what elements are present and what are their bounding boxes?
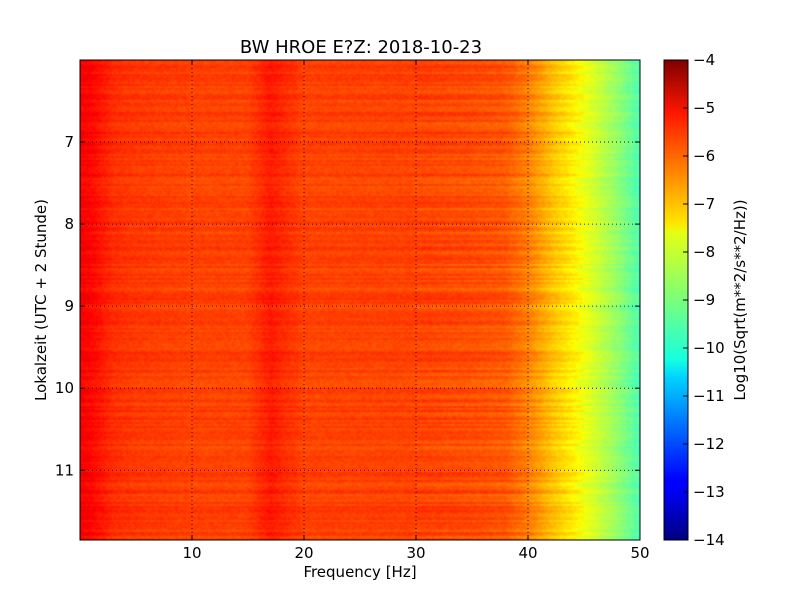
colorbar-tick-label: −12 <box>693 435 725 453</box>
colorbar-label: Log10(Sqrt(m**2/s**2/Hz)) <box>731 199 749 400</box>
y-tick-label: 11 <box>55 461 74 479</box>
x-tick-label: 40 <box>518 544 537 562</box>
spectrogram-image <box>80 60 640 540</box>
x-tick-label: 10 <box>182 544 201 562</box>
spectrogram-heatmap <box>80 60 640 540</box>
y-axis: 7 8 9 10 11 <box>55 133 640 479</box>
x-axis: 10 20 30 40 50 <box>182 60 650 562</box>
colorbar-tick-label: −13 <box>693 483 725 501</box>
colorbar-tick-label: −9 <box>693 291 715 309</box>
colorbar-tick-label: −14 <box>693 531 725 549</box>
x-tick-label: 20 <box>294 544 313 562</box>
x-axis-label: Frequency [Hz] <box>303 563 416 581</box>
y-tick-label: 7 <box>64 133 74 151</box>
colorbar: −4 −5 −6 −7 −8 −9 −10 −11 −12 −13 −14 Log10(Sqrt(m… <box>663 51 749 549</box>
colorbar-tick-label: −8 <box>693 243 715 261</box>
plot-frame <box>79 59 641 541</box>
x-tick-label: 50 <box>630 544 649 562</box>
colorbar-ticks: −4 −5 −6 −7 −8 −9 −10 −11 −12 −13 −14 <box>683 51 725 549</box>
chart-title: BW HROE E?Z: 2018-10-23 <box>240 37 482 58</box>
colorbar-tick-label: −10 <box>693 339 725 357</box>
colorbar-tick-label: −6 <box>693 147 715 165</box>
colorbar-tick-label: −5 <box>693 99 715 117</box>
y-tick-label: 8 <box>64 215 74 233</box>
y-axis-label: Lokalzeit (UTC + 2 Stunde) <box>32 199 50 401</box>
colorbar-tick-label: −7 <box>693 195 715 213</box>
y-tick-label: 10 <box>55 379 74 397</box>
x-tick-label: 30 <box>406 544 425 562</box>
y-tick-label: 9 <box>64 297 74 315</box>
grid-lines <box>80 60 640 540</box>
colorbar-tick-label: −11 <box>693 387 725 405</box>
colorbar-tick-label: −4 <box>693 51 715 69</box>
